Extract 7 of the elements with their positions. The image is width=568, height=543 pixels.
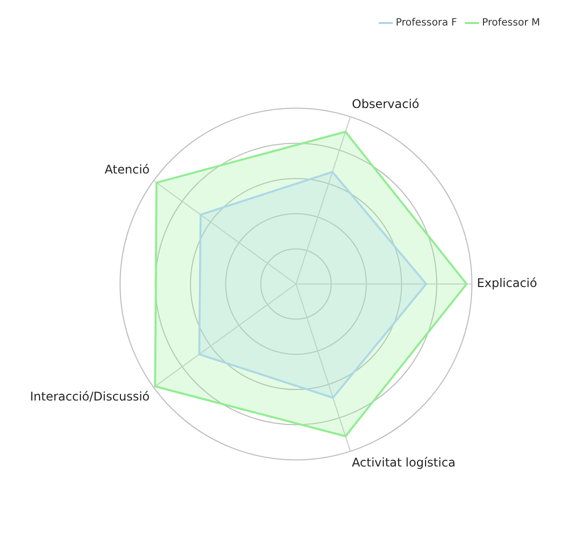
legend-label: Professor M	[482, 18, 540, 29]
legend-label: Professora F	[396, 18, 458, 29]
spoke-label: Interacció/Discussió	[30, 390, 150, 404]
spoke-label: Activitat logística	[352, 455, 456, 470]
spoke-label: Explicació	[476, 276, 538, 290]
spoke-label: Atenció	[104, 162, 150, 177]
spoke-label: Observació	[352, 96, 420, 111]
